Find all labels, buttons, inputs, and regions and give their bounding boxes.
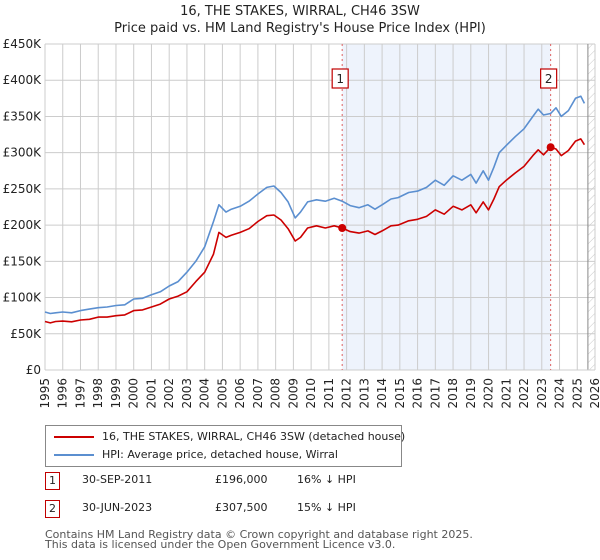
y-tick-label: £300K	[3, 146, 43, 160]
x-tick-label: 1996	[56, 378, 70, 409]
y-tick-label: £150K	[3, 254, 43, 268]
x-tick-label: 2005	[215, 378, 229, 409]
legend-swatch-hpi	[54, 454, 94, 456]
x-tick-label: 2013	[357, 378, 371, 409]
x-tick-label: 2025	[570, 378, 584, 409]
legend-label-hpi: HPI: Average price, detached house, Wirr…	[102, 448, 338, 461]
sale-point	[338, 224, 347, 233]
sale-point	[546, 143, 555, 152]
x-tick-label: 2024	[553, 378, 567, 409]
footer-line-licence: This data is licensed under the Open Gov…	[45, 538, 396, 551]
x-tick-label: 2004	[198, 378, 212, 409]
y-tick-label: £450K	[3, 37, 43, 51]
ownership-period-shade	[342, 44, 551, 370]
sale-marker-box	[331, 68, 349, 89]
series-line-property	[44, 138, 586, 324]
x-tick-label: 2000	[127, 378, 141, 409]
sale-hpi-delta: 16% ↓ HPI	[297, 473, 356, 486]
chart-title: 16, THE STAKES, WIRRAL, CH46 3SW	[180, 4, 420, 19]
x-tick-label: 2023	[535, 378, 549, 409]
x-tick-label: 2006	[233, 378, 247, 409]
x-tick-label: 2010	[304, 378, 318, 409]
sale-marker-box	[540, 68, 558, 89]
x-tick-label: 2022	[517, 378, 531, 409]
x-tick-label: 2009	[286, 378, 300, 409]
x-tick-label: 2011	[322, 378, 336, 409]
chart-legend: 16, THE STAKES, WIRRAL, CH46 3SW (detach…	[45, 425, 406, 467]
x-tick-label: 1999	[109, 378, 123, 409]
sale-marker-label: 1	[336, 72, 344, 86]
sale-price: £196,000	[215, 473, 268, 486]
x-tick-label: 2020	[482, 378, 496, 409]
sale-price: £307,500	[215, 501, 268, 514]
y-tick-label: £50K	[10, 327, 42, 341]
x-tick-label: 2019	[464, 378, 478, 409]
x-tick-label: 2018	[446, 378, 460, 409]
y-tick-label: £400K	[3, 73, 43, 87]
x-tick-label: 2014	[375, 378, 389, 409]
forecast-hatch-region	[587, 44, 595, 370]
legend-label-property: 16, THE STAKES, WIRRAL, CH46 3SW (detach…	[102, 430, 406, 443]
legend-swatch-property	[54, 436, 94, 438]
sale-marker-badge: 2	[45, 500, 60, 518]
x-tick-label: 2016	[411, 378, 425, 409]
y-tick-label: £350K	[3, 109, 43, 123]
footer-line-copyright: Contains HM Land Registry data © Crown c…	[45, 528, 473, 541]
x-tick-label: 1995	[38, 378, 52, 409]
sale-date: 30-JUN-2023	[82, 501, 153, 514]
y-tick-label: £0	[26, 363, 41, 377]
footer-attribution: Contains HM Land Registry data © Crown c…	[45, 528, 473, 551]
series-line-hpi	[44, 95, 586, 315]
price-chart: £0 £50K £100K £150K £200K £250K £300K £350K £400…	[3, 37, 600, 409]
y-tick-label: £200K	[3, 218, 43, 232]
x-tick-label: 1998	[91, 378, 105, 409]
x-tick-label: 2007	[251, 378, 265, 409]
x-tick-label: 2001	[144, 378, 158, 409]
sale-row: 1 30-SEP-2011 £196,000 16% ↓ HPI	[45, 472, 465, 492]
x-tick-label: 2015	[393, 378, 407, 409]
sale-row: 2 30-JUN-2023 £307,500 15% ↓ HPI	[45, 500, 465, 520]
x-tick-label: 2012	[340, 378, 354, 409]
sale-hpi-delta: 15% ↓ HPI	[297, 501, 356, 514]
y-tick-label: £250K	[3, 182, 43, 196]
x-tick-label: 2026	[588, 378, 600, 409]
chart-subtitle: Price paid vs. HM Land Registry's House …	[114, 21, 486, 36]
x-tick-label: 2017	[428, 378, 442, 409]
sale-marker-badge: 1	[45, 472, 60, 490]
sale-marker-label: 2	[545, 72, 553, 86]
x-tick-label: 1997	[73, 378, 87, 409]
x-tick-label: 2021	[499, 378, 513, 409]
sale-date: 30-SEP-2011	[82, 473, 153, 486]
y-tick-label: £100K	[3, 291, 43, 305]
x-tick-label: 2002	[162, 378, 176, 409]
x-tick-label: 2008	[269, 378, 283, 409]
x-tick-label: 2003	[180, 378, 194, 409]
